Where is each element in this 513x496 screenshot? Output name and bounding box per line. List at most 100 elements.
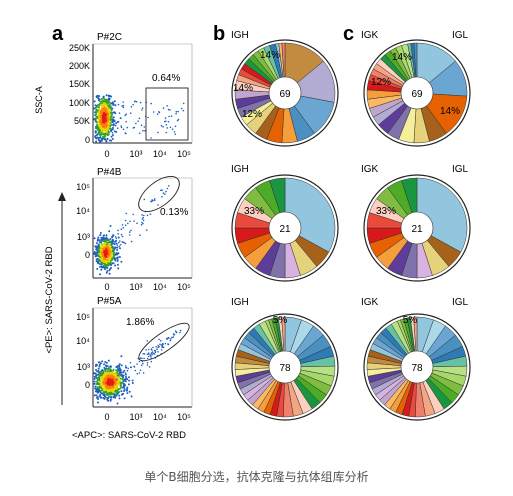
event-dot	[110, 240, 113, 243]
event-dot	[140, 124, 143, 126]
event-dot	[174, 330, 177, 332]
event-dot	[102, 119, 105, 122]
event-dot	[101, 262, 104, 265]
event-dot	[156, 113, 159, 115]
event-dot	[95, 113, 98, 116]
event-dot	[133, 220, 135, 222]
event-dot	[153, 199, 156, 201]
event-dot	[174, 125, 177, 128]
donut-label: IGH	[231, 30, 249, 41]
event-dot	[105, 98, 108, 101]
event-dot	[107, 255, 110, 258]
event-dot	[117, 263, 119, 266]
gate-percent: 0.64%	[152, 73, 180, 84]
x-tick: 0	[104, 149, 109, 159]
event-dot	[166, 127, 168, 129]
event-dot	[129, 112, 132, 114]
slice-percent: 12%	[242, 109, 262, 120]
event-dot	[112, 104, 115, 106]
event-dot	[135, 101, 138, 103]
event-dot	[131, 379, 134, 382]
donut-hole	[400, 76, 434, 110]
event-dot	[111, 257, 114, 260]
event-dot	[119, 384, 122, 387]
event-dot	[97, 253, 100, 256]
event-dot	[138, 372, 141, 374]
event-dot	[150, 360, 153, 363]
x-tick: 10³	[129, 149, 142, 159]
event-dot	[106, 267, 109, 269]
event-dot	[120, 375, 123, 377]
event-dot	[161, 344, 163, 347]
event-dot	[99, 232, 102, 234]
event-dot	[160, 349, 163, 351]
event-dot	[98, 389, 101, 392]
event-dot	[116, 374, 119, 377]
event-dot	[94, 390, 97, 393]
event-dot	[175, 331, 178, 334]
event-dot	[122, 392, 125, 395]
y-tick: 100K	[69, 98, 90, 108]
event-dot	[121, 381, 124, 384]
event-dot	[124, 375, 127, 378]
event-dot	[160, 124, 163, 127]
event-dot	[113, 130, 116, 133]
event-dot	[122, 128, 125, 131]
event-dot	[112, 240, 114, 243]
event-dot	[124, 219, 127, 222]
event-dot	[142, 222, 144, 225]
event-dot	[120, 364, 123, 367]
event-dot	[99, 273, 102, 276]
event-dot	[99, 241, 102, 244]
event-dot	[108, 253, 111, 256]
event-dot	[152, 346, 154, 349]
event-dot	[98, 379, 101, 382]
event-dot	[117, 267, 120, 270]
event-dot	[100, 268, 103, 271]
event-dot	[179, 331, 181, 334]
event-dot	[105, 260, 108, 263]
event-dot	[140, 224, 143, 226]
event-dot	[95, 260, 98, 263]
event-dot	[115, 385, 118, 388]
event-dot	[107, 101, 110, 104]
event-dot	[107, 263, 110, 266]
event-dot	[96, 123, 98, 126]
event-dot	[171, 336, 173, 339]
event-dot	[114, 264, 117, 267]
event-dot	[121, 235, 124, 238]
event-dot	[122, 241, 124, 243]
event-dot	[114, 382, 117, 384]
panel-letter-a: a	[52, 23, 64, 45]
event-dot	[100, 123, 103, 125]
donut-left-label: IGK	[361, 30, 379, 41]
event-dot	[100, 127, 103, 130]
event-dot	[102, 265, 105, 268]
event-dot	[100, 376, 103, 378]
event-dot	[116, 402, 119, 405]
event-dot	[139, 357, 142, 359]
event-dot	[98, 104, 101, 107]
event-dot	[101, 101, 104, 104]
event-dot	[114, 104, 117, 107]
event-dot	[94, 375, 97, 378]
donut-hole	[268, 76, 302, 110]
event-dot	[156, 348, 158, 351]
panel-letter-b: b	[213, 23, 225, 45]
event-dot	[158, 345, 160, 348]
event-dot	[119, 247, 121, 250]
event-dot	[96, 239, 99, 242]
event-dot	[99, 140, 102, 143]
event-dot	[107, 128, 110, 130]
event-dot	[106, 270, 109, 273]
event-dot	[150, 102, 152, 105]
event-dot	[109, 127, 111, 130]
event-dot	[97, 118, 100, 121]
event-dot	[112, 390, 115, 393]
event-dot	[143, 353, 146, 355]
event-dot	[144, 129, 146, 132]
event-dot	[141, 218, 144, 220]
event-dot	[93, 382, 96, 385]
event-dot	[160, 339, 162, 342]
event-dot	[95, 137, 98, 140]
